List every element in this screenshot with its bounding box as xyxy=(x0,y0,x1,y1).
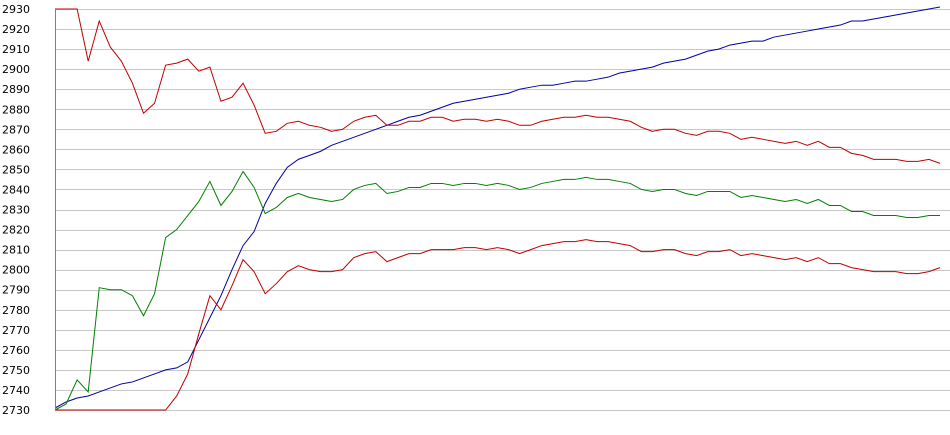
y-tick-label: 2800 xyxy=(2,264,30,277)
series-line-1 xyxy=(54,6,941,409)
y-tick-label: 2760 xyxy=(2,344,30,357)
y-tick-label: 2770 xyxy=(2,324,30,337)
y-tick-label: 2850 xyxy=(2,163,30,176)
series-line-2 xyxy=(55,8,941,164)
y-tick-label: 2740 xyxy=(2,384,30,397)
y-tick-label: 2790 xyxy=(2,284,30,297)
y-tick-label: 2840 xyxy=(2,183,30,196)
y-tick-label: 2830 xyxy=(2,204,30,217)
y-tick-label: 2730 xyxy=(2,404,30,417)
y-tick-label: 2900 xyxy=(2,63,30,76)
series-line-4 xyxy=(55,239,941,411)
series-line-3 xyxy=(54,170,940,411)
y-tick-label: 2870 xyxy=(2,123,30,136)
y-tick-label: 2780 xyxy=(2,304,30,317)
y-tick-label: 2810 xyxy=(2,244,30,257)
series-lines xyxy=(54,6,941,411)
y-tick-label: 2910 xyxy=(2,43,30,56)
y-tick-label: 2880 xyxy=(2,103,30,116)
y-axis-tick-labels: 2730 2740 2750 2760 2770 2780 2790 2800 2810 2820… xyxy=(2,3,30,417)
y-tick-label: 2920 xyxy=(2,23,30,36)
y-tick-label: 2860 xyxy=(2,143,30,156)
y-tick-label: 2820 xyxy=(2,224,30,237)
gridlines xyxy=(55,9,950,411)
y-tick-label: 2750 xyxy=(2,364,30,377)
y-tick-label: 2890 xyxy=(2,83,30,96)
y-tick-label: 2930 xyxy=(2,3,30,16)
